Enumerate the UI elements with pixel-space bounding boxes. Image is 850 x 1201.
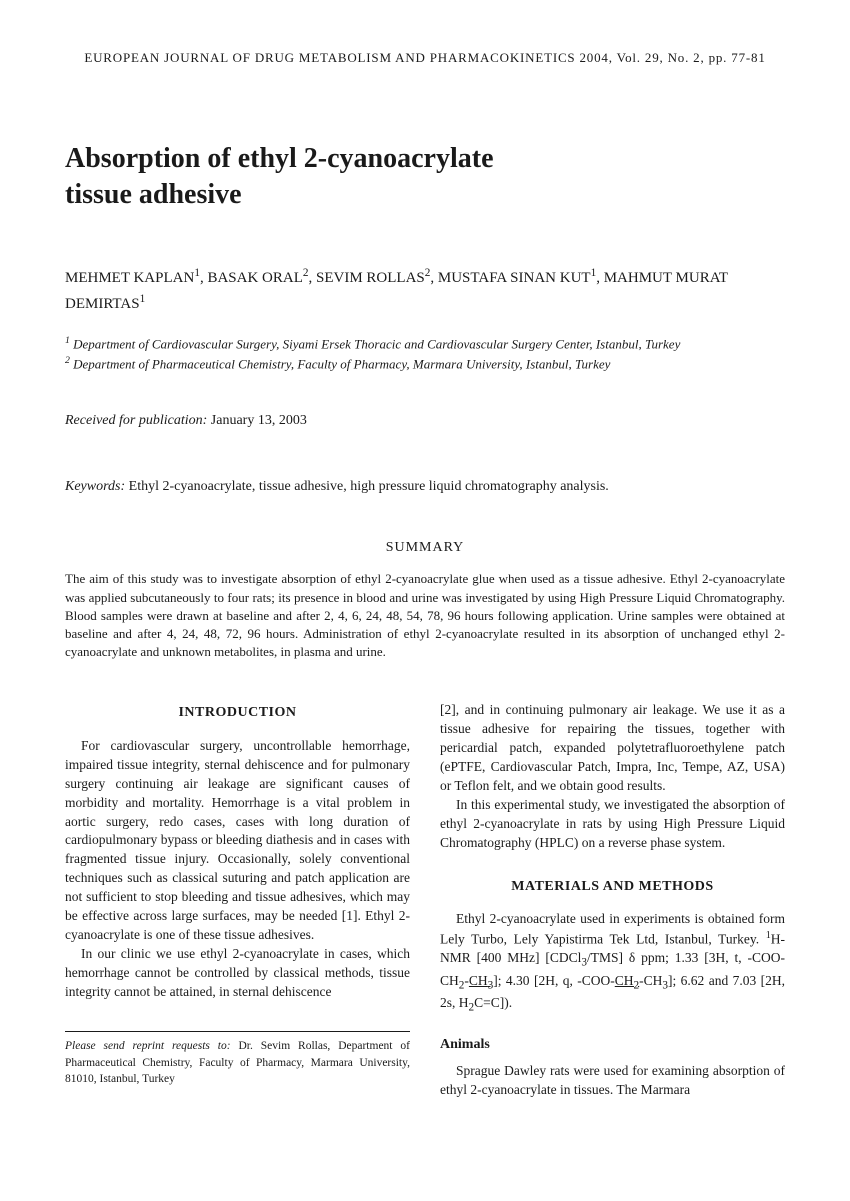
keywords-label: Keywords: [65,479,125,494]
intro-paragraph-2: In our clinic we use ethyl 2-cyanoacryla… [65,945,410,1002]
affiliation-1: 1 Department of Cardiovascular Surgery, … [65,334,785,354]
col2-paragraph-2: In this experimental study, we investiga… [440,796,785,853]
summary-heading: SUMMARY [65,540,785,556]
reprint-info: Please send reprint requests to: Dr. Sev… [65,1038,410,1086]
affiliation-2: 2 Department of Pharmaceutical Chemistry… [65,354,785,374]
title-line-1: Absorption of ethyl 2-cyanoacrylate [65,143,494,174]
authors-list: MEHMET KAPLAN1, BASAK ORAL2, SEVIM ROLLA… [65,264,785,316]
title-line-2: tissue adhesive [65,179,242,210]
animals-paragraph-1: Sprague Dawley rats were used for examin… [440,1062,785,1100]
article-title: Absorption of ethyl 2-cyanoacrylate tiss… [65,141,785,214]
materials-paragraph-1: Ethyl 2-cyanoacrylate used in experiment… [440,910,785,1017]
column-left: INTRODUCTION For cardiovascular surgery,… [65,701,410,1100]
column-right: [2], and in continuing pulmonary air lea… [440,701,785,1100]
affiliations: 1 Department of Cardiovascular Surgery, … [65,334,785,374]
introduction-heading: INTRODUCTION [65,703,410,723]
materials-heading: MATERIALS AND METHODS [440,877,785,897]
animals-heading: Animals [440,1035,785,1055]
col2-paragraph-1: [2], and in continuing pulmonary air lea… [440,701,785,795]
keywords-value: Ethyl 2-cyanoacrylate, tissue adhesive, … [125,479,609,494]
intro-paragraph-1: For cardiovascular surgery, uncontrollab… [65,737,410,945]
received-label: Received for publication: [65,413,207,428]
received-value: January 13, 2003 [207,413,307,428]
keywords: Keywords: Ethyl 2-cyanoacrylate, tissue … [65,479,785,495]
summary-text: The aim of this study was to investigate… [65,570,785,661]
journal-header: EUROPEAN JOURNAL OF DRUG METABOLISM AND … [65,50,785,66]
received-date: Received for publication: January 13, 20… [65,413,785,429]
reprint-separator [65,1031,410,1032]
reprint-label: Please send reprint requests to: [65,1040,231,1052]
body-columns: INTRODUCTION For cardiovascular surgery,… [65,701,785,1100]
